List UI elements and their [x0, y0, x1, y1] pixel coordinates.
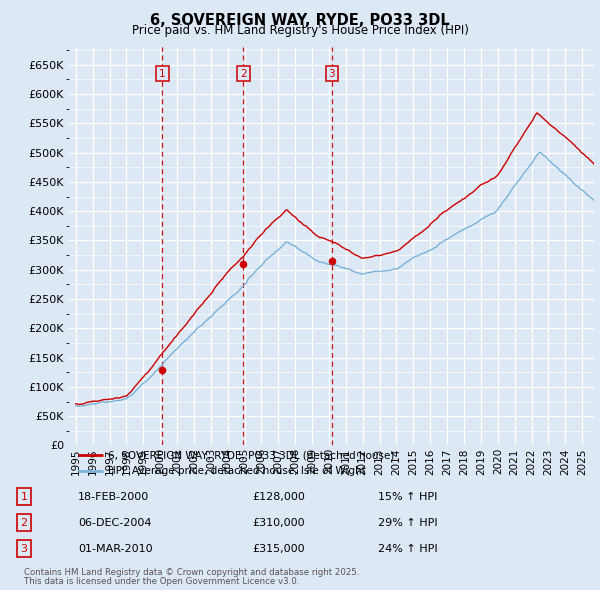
6, SOVEREIGN WAY, RYDE, PO33 3DL (detached house) — [250, 241, 257, 248]
Text: 15% ↑ HPI: 15% ↑ HPI — [378, 491, 437, 502]
Text: 6, SOVEREIGN WAY, RYDE, PO33 3DL: 6, SOVEREIGN WAY, RYDE, PO33 3DL — [150, 13, 450, 28]
Text: 3: 3 — [20, 544, 28, 554]
HPI: Average price, detached house, Isle of Wight: (2.03e+03, 4.1e+05): Average price, detached house, Isle of W… — [595, 202, 600, 209]
Line: HPI: Average price, detached house, Isle of Wight: HPI: Average price, detached house, Isle… — [76, 152, 599, 407]
6, SOVEREIGN WAY, RYDE, PO33 3DL (detached house) — [457, 198, 464, 205]
Text: 01-MAR-2010: 01-MAR-2010 — [78, 544, 152, 554]
Text: £128,000: £128,000 — [252, 491, 305, 502]
Text: 24% ↑ HPI: 24% ↑ HPI — [378, 544, 437, 554]
Text: 2: 2 — [240, 68, 247, 78]
HPI: Average price, detached house, Isle of Wight: (2.03e+03, 4.23e+05): Average price, detached house, Isle of W… — [587, 194, 594, 201]
HPI: Average price, detached house, Isle of Wight: (2.02e+03, 5.01e+05): Average price, detached house, Isle of W… — [536, 149, 544, 156]
6, SOVEREIGN WAY, RYDE, PO33 3DL (detached house) — [595, 166, 600, 173]
Text: 3: 3 — [329, 68, 335, 78]
6, SOVEREIGN WAY, RYDE, PO33 3DL (detached house) — [533, 109, 541, 116]
Text: 2: 2 — [20, 518, 28, 527]
6, SOVEREIGN WAY, RYDE, PO33 3DL (detached house) — [75, 401, 82, 408]
Text: £310,000: £310,000 — [252, 518, 305, 527]
HPI: Average price, detached house, Isle of Wight: (2.01e+03, 3.04e+05): Average price, detached house, Isle of W… — [340, 264, 347, 271]
Text: 06-DEC-2004: 06-DEC-2004 — [78, 518, 151, 527]
HPI: Average price, detached house, Isle of Wight: (2e+03, 1.06e+05): Average price, detached house, Isle of W… — [140, 380, 147, 387]
6, SOVEREIGN WAY, RYDE, PO33 3DL (detached house) — [587, 157, 594, 164]
Text: 1: 1 — [20, 491, 28, 502]
Text: HPI: Average price, detached house, Isle of Wight: HPI: Average price, detached house, Isle… — [108, 466, 366, 476]
HPI: Average price, detached house, Isle of Wight: (2.02e+03, 3.66e+05): Average price, detached house, Isle of W… — [457, 228, 464, 235]
Text: This data is licensed under the Open Government Licence v3.0.: This data is licensed under the Open Gov… — [24, 577, 299, 586]
HPI: Average price, detached house, Isle of Wight: (2e+03, 1.4e+05): Average price, detached house, Isle of W… — [160, 360, 167, 367]
Text: Price paid vs. HM Land Registry's House Price Index (HPI): Price paid vs. HM Land Registry's House … — [131, 24, 469, 37]
Text: Contains HM Land Registry data © Crown copyright and database right 2025.: Contains HM Land Registry data © Crown c… — [24, 568, 359, 576]
6, SOVEREIGN WAY, RYDE, PO33 3DL (detached house) — [340, 244, 347, 251]
HPI: Average price, detached house, Isle of Wight: (2e+03, 6.67e+04): Average price, detached house, Isle of W… — [75, 403, 82, 410]
Text: 6, SOVEREIGN WAY, RYDE, PO33 3DL (detached house): 6, SOVEREIGN WAY, RYDE, PO33 3DL (detach… — [108, 450, 395, 460]
6, SOVEREIGN WAY, RYDE, PO33 3DL (detached house) — [140, 373, 147, 381]
Line: 6, SOVEREIGN WAY, RYDE, PO33 3DL (detached house): 6, SOVEREIGN WAY, RYDE, PO33 3DL (detach… — [76, 113, 599, 405]
HPI: Average price, detached house, Isle of Wight: (2e+03, 6.71e+04): Average price, detached house, Isle of W… — [72, 402, 79, 409]
6, SOVEREIGN WAY, RYDE, PO33 3DL (detached house) — [160, 348, 167, 355]
Text: 1: 1 — [159, 68, 166, 78]
HPI: Average price, detached house, Isle of Wight: (2.01e+03, 2.93e+05): Average price, detached house, Isle of W… — [250, 270, 257, 277]
Text: £315,000: £315,000 — [252, 544, 305, 554]
6, SOVEREIGN WAY, RYDE, PO33 3DL (detached house) — [72, 400, 79, 407]
Text: 18-FEB-2000: 18-FEB-2000 — [78, 491, 149, 502]
Text: 29% ↑ HPI: 29% ↑ HPI — [378, 518, 437, 527]
